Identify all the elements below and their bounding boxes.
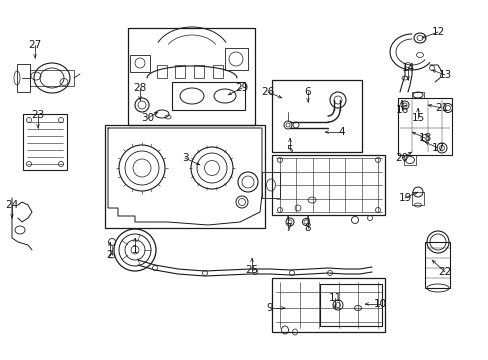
Text: 8: 8	[304, 223, 311, 233]
Bar	[172, 82, 244, 110]
Bar	[224, 48, 247, 70]
Text: 2: 2	[106, 250, 113, 260]
Bar	[105, 125, 264, 228]
Bar	[157, 65, 167, 78]
Text: 17: 17	[430, 143, 444, 153]
Bar	[411, 192, 423, 205]
Text: 26: 26	[261, 87, 274, 97]
Text: 10: 10	[373, 299, 386, 309]
Bar	[128, 28, 254, 125]
Text: 22: 22	[437, 267, 451, 277]
Text: 19: 19	[398, 193, 411, 203]
Text: 15: 15	[410, 113, 424, 123]
Text: 16: 16	[395, 105, 408, 115]
Text: 18: 18	[418, 133, 431, 143]
Bar	[194, 65, 203, 78]
Bar	[271, 80, 361, 152]
Text: 14: 14	[401, 63, 414, 73]
Bar	[411, 92, 423, 98]
Bar	[403, 155, 415, 165]
Text: 30: 30	[141, 113, 154, 123]
Text: 12: 12	[430, 27, 444, 37]
Text: 11: 11	[328, 293, 341, 303]
Text: 9: 9	[266, 303, 273, 313]
Text: 29: 29	[235, 83, 248, 93]
Bar	[397, 98, 451, 155]
Text: 21: 21	[434, 103, 447, 113]
Text: 3: 3	[182, 153, 188, 163]
Bar	[17, 64, 30, 92]
Bar	[213, 65, 223, 78]
Bar	[30, 70, 74, 86]
Text: 4: 4	[338, 127, 345, 137]
Bar	[424, 242, 449, 288]
Bar	[175, 65, 184, 78]
Text: 20: 20	[395, 153, 408, 163]
Bar	[130, 55, 150, 72]
Text: 1: 1	[131, 245, 138, 255]
Bar	[262, 172, 280, 198]
Text: 6: 6	[304, 87, 311, 97]
Text: 24: 24	[5, 200, 19, 210]
Bar	[319, 284, 381, 326]
Bar	[271, 155, 384, 215]
Text: 25: 25	[245, 265, 258, 275]
Bar	[271, 278, 384, 332]
Text: 7: 7	[284, 223, 291, 233]
Text: 13: 13	[437, 70, 451, 80]
Text: 27: 27	[28, 40, 41, 50]
Text: 5: 5	[286, 145, 293, 155]
Text: 28: 28	[133, 83, 146, 93]
Text: 23: 23	[31, 110, 44, 120]
Bar	[23, 114, 67, 170]
